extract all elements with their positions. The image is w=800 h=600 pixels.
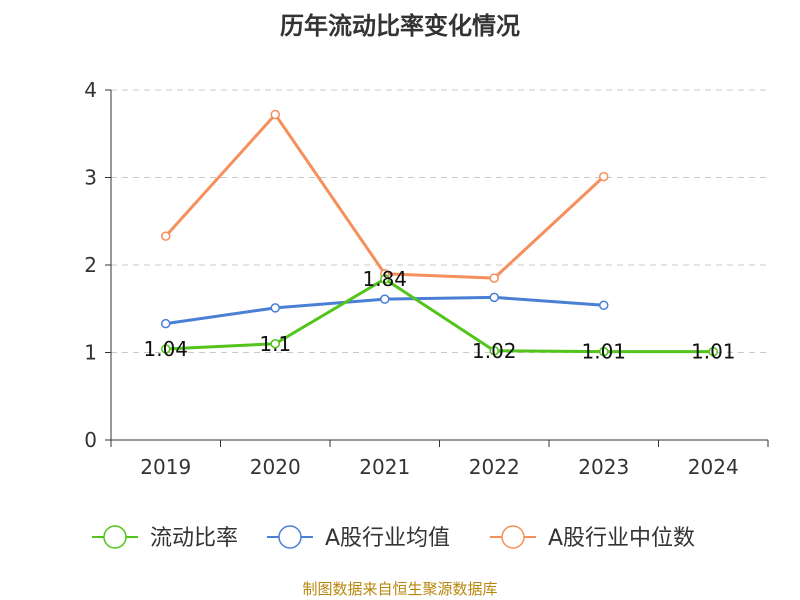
y-tick-label: 1 (84, 341, 97, 365)
x-tick-label: 2020 (250, 455, 301, 479)
y-tick-label: 0 (84, 428, 97, 452)
data-point[interactable] (270, 109, 280, 120)
x-tick-label: 2021 (359, 455, 410, 479)
legend-marker (278, 525, 302, 549)
legend-marker (103, 525, 127, 549)
data-point[interactable] (489, 292, 499, 303)
x-tick-label: 2024 (688, 455, 739, 479)
y-tick-label: 3 (84, 166, 97, 190)
data-point[interactable] (161, 318, 171, 329)
x-tick-label: 2019 (140, 455, 191, 479)
data-point[interactable] (489, 273, 499, 283)
y-tick-label: 4 (84, 78, 97, 102)
data-point[interactable] (708, 346, 718, 357)
data-point[interactable] (489, 346, 499, 356)
legend-item-label[interactable]: A股行业中位数 (548, 526, 695, 551)
data-label: 1.84 (362, 267, 407, 291)
data-point[interactable] (161, 344, 171, 354)
data-point[interactable] (599, 171, 609, 182)
x-tick-label: 2022 (469, 455, 520, 479)
data-point[interactable] (270, 303, 280, 313)
legend-item-label[interactable]: A股行业均值 (325, 526, 450, 551)
data-point[interactable] (380, 274, 390, 284)
x-tick-label: 2023 (578, 455, 629, 479)
data-point[interactable] (161, 231, 171, 241)
source-note: 制图数据来自恒生聚源数据库 (302, 580, 498, 598)
data-point[interactable] (599, 300, 609, 310)
data-label: 1.02 (472, 339, 517, 363)
data-label: 1.01 (691, 340, 736, 364)
data-point[interactable] (270, 339, 280, 349)
data-label: 1.04 (143, 337, 188, 361)
series-line (164, 113, 605, 280)
legend-marker (501, 525, 525, 549)
data-point[interactable] (380, 294, 390, 304)
y-tick-label: 2 (84, 253, 97, 277)
legend-item-label[interactable]: 流动比率 (150, 526, 238, 551)
data-label: 1.01 (581, 340, 626, 364)
chart-title: 历年流动比率变化情况 (280, 12, 520, 40)
data-point[interactable] (599, 346, 609, 357)
data-label: 1.1 (259, 332, 291, 356)
series-line (165, 277, 714, 354)
